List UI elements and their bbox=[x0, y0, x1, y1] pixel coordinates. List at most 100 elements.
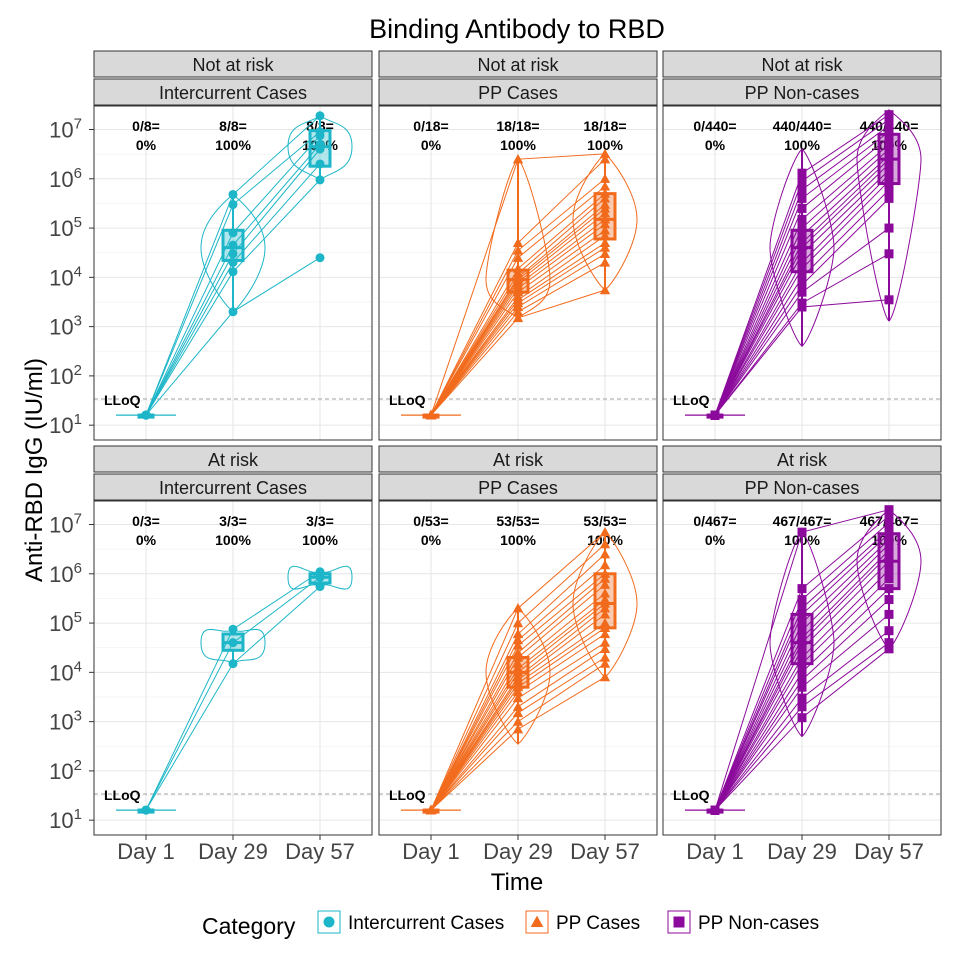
annotation-count: 8/8= bbox=[219, 118, 247, 134]
x-tick-label: Day 1 bbox=[686, 839, 743, 864]
box bbox=[593, 192, 617, 241]
annotation-count: 467/467= bbox=[773, 513, 832, 529]
y-tick-label: 105 bbox=[49, 609, 82, 636]
x-tick-label: Day 57 bbox=[285, 839, 355, 864]
data-point bbox=[315, 131, 325, 141]
data-point bbox=[512, 603, 524, 613]
strip-col-label: PP Non-cases bbox=[745, 83, 860, 103]
lloq-label: LLoQ bbox=[389, 787, 426, 803]
strip-row-label: At risk bbox=[208, 450, 259, 470]
box bbox=[593, 572, 617, 630]
annotation-count: 0/3= bbox=[132, 513, 160, 529]
lloq-label: LLoQ bbox=[673, 787, 710, 803]
data-point bbox=[797, 653, 807, 663]
annotation-pct: 0% bbox=[421, 137, 442, 153]
strip-row bbox=[93, 445, 373, 473]
strip-col bbox=[93, 78, 373, 106]
data-point bbox=[884, 176, 894, 186]
strip-col bbox=[378, 78, 658, 106]
annotation-pct: 100% bbox=[784, 137, 820, 153]
strip-col bbox=[662, 473, 942, 501]
strip-row-label: At risk bbox=[777, 450, 828, 470]
lloq-label: LLoQ bbox=[104, 392, 141, 408]
x-tick-label: Day 57 bbox=[570, 839, 640, 864]
strip-row bbox=[378, 50, 658, 78]
strip-row-label: Not at risk bbox=[761, 55, 843, 75]
y-tick-label: 101 bbox=[49, 806, 82, 833]
legend: Category Intercurrent Cases PP Cases PP No… bbox=[202, 910, 819, 939]
annotation-pct: 100% bbox=[587, 137, 623, 153]
strip-col-label: PP Cases bbox=[478, 83, 558, 103]
y-tick-label: 105 bbox=[49, 214, 82, 241]
strip-row-label: Not at risk bbox=[477, 55, 559, 75]
y-tick-label: 104 bbox=[49, 263, 82, 290]
x-tick-label: Day 29 bbox=[483, 839, 553, 864]
data-point bbox=[797, 264, 807, 274]
data-point bbox=[512, 154, 524, 164]
data-point bbox=[884, 574, 894, 584]
annotation-pct: 100% bbox=[215, 137, 251, 153]
x-tick-label: Day 57 bbox=[854, 839, 924, 864]
data-point bbox=[797, 633, 807, 643]
strip-col-label: Intercurrent Cases bbox=[159, 478, 307, 498]
annotation-count: 18/18= bbox=[496, 118, 539, 134]
strip-col-label: PP Non-cases bbox=[745, 478, 860, 498]
annotation-pct: 0% bbox=[136, 137, 157, 153]
strip-col-label: PP Cases bbox=[478, 478, 558, 498]
data-point bbox=[884, 170, 894, 180]
data-point bbox=[884, 165, 894, 175]
strip-row bbox=[378, 445, 658, 473]
box bbox=[506, 268, 530, 294]
strip-row bbox=[662, 445, 942, 473]
annotation-count: 3/3= bbox=[306, 513, 334, 529]
strip-col bbox=[378, 473, 658, 501]
box bbox=[308, 129, 332, 168]
panel-border bbox=[378, 105, 658, 441]
box bbox=[790, 612, 814, 666]
annotation-pct: 100% bbox=[215, 532, 251, 548]
data-point bbox=[797, 249, 807, 259]
panel-2: Not at risk PP Cases LLoQ 0/18= 0% 18/18= 100%… bbox=[378, 50, 658, 441]
data-point bbox=[599, 148, 611, 159]
x-tick-label: Day 29 bbox=[767, 839, 837, 864]
y-tick-label: 103 bbox=[49, 313, 82, 340]
chart-title: Binding Antibody to RBD bbox=[369, 14, 665, 44]
legend-marker bbox=[323, 916, 335, 928]
violin bbox=[856, 109, 922, 322]
legend-label: PP Non-cases bbox=[698, 913, 819, 934]
legend-marker bbox=[673, 916, 685, 928]
panel-4: At risk Intercurrent Cases LLoQ 0/3= 0% 3/3= 1… bbox=[49, 445, 373, 864]
annotation-pct: 0% bbox=[136, 532, 157, 548]
data-point bbox=[884, 139, 894, 149]
annotation-count: 18/18= bbox=[583, 118, 626, 134]
data-point bbox=[884, 549, 894, 559]
data-point bbox=[599, 218, 611, 229]
data-point bbox=[797, 644, 807, 654]
annotation-pct: 100% bbox=[500, 137, 536, 153]
annotation-count: 53/53= bbox=[583, 513, 626, 529]
data-point bbox=[228, 249, 238, 259]
box bbox=[790, 228, 814, 274]
data-point bbox=[599, 203, 611, 213]
annotation-count: 440/440= bbox=[773, 118, 832, 134]
data-point bbox=[884, 132, 894, 142]
strip-row bbox=[93, 50, 373, 78]
annotation-count: 0/8= bbox=[132, 118, 160, 134]
annotation-count: 53/53= bbox=[496, 513, 539, 529]
annotation-count: 0/53= bbox=[413, 513, 448, 529]
strip-col bbox=[662, 78, 942, 106]
annotation-pct: 0% bbox=[705, 137, 726, 153]
lloq-label: LLoQ bbox=[104, 787, 141, 803]
y-tick-label: 106 bbox=[49, 165, 82, 192]
annotation-count: 0/18= bbox=[413, 118, 448, 134]
data-point bbox=[797, 258, 807, 268]
y-tick-label: 103 bbox=[49, 708, 82, 735]
data-point bbox=[599, 617, 611, 628]
x-axis-label: Time bbox=[491, 869, 543, 896]
annotation-count: 3/3= bbox=[219, 513, 247, 529]
data-point bbox=[884, 159, 894, 169]
y-tick-label: 104 bbox=[49, 658, 82, 685]
x-tick-label: Day 1 bbox=[117, 839, 174, 864]
